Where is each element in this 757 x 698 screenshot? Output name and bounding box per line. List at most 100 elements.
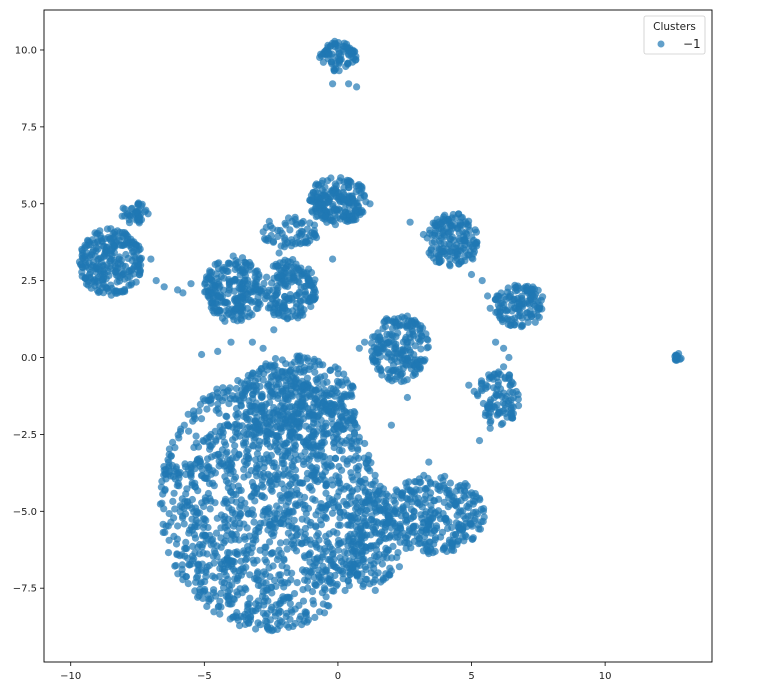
data-point	[361, 517, 369, 525]
data-point	[270, 404, 278, 412]
data-point	[235, 451, 243, 459]
data-point	[228, 530, 236, 538]
data-point	[321, 545, 329, 553]
data-point	[496, 308, 504, 316]
data-point	[165, 509, 173, 518]
data-point	[248, 338, 256, 346]
data-point	[251, 497, 259, 505]
data-point	[253, 576, 261, 584]
data-point	[334, 370, 342, 378]
data-point	[364, 465, 372, 473]
data-point	[233, 548, 241, 556]
data-point	[248, 372, 256, 380]
data-point	[361, 338, 369, 346]
data-point	[211, 574, 219, 582]
data-point	[327, 384, 335, 393]
data-point	[292, 260, 300, 268]
data-point	[235, 524, 243, 532]
data-point	[320, 407, 328, 416]
data-point	[300, 368, 308, 376]
data-point	[207, 453, 216, 461]
data-point	[354, 471, 362, 479]
x-axis: −10 −5 0 5 10	[60, 662, 611, 682]
data-point	[283, 609, 291, 617]
data-point	[215, 409, 223, 417]
data-point	[256, 621, 265, 629]
data-point	[469, 497, 477, 505]
data-point	[392, 344, 400, 353]
data-point	[387, 356, 395, 364]
data-point	[381, 523, 389, 531]
data-point	[247, 613, 255, 621]
data-point	[395, 563, 403, 571]
data-point	[291, 215, 299, 224]
data-point	[206, 505, 214, 513]
data-point	[308, 486, 316, 494]
data-point	[198, 543, 206, 551]
data-point	[279, 511, 287, 519]
data-point	[345, 493, 353, 501]
data-point	[328, 587, 336, 595]
data-point	[195, 407, 203, 415]
data-point	[269, 549, 277, 557]
data-point	[228, 423, 236, 431]
data-point	[321, 212, 329, 220]
data-point	[283, 262, 291, 270]
data-point	[511, 314, 519, 322]
data-point	[377, 578, 385, 586]
data-point	[371, 477, 379, 485]
data-point	[255, 370, 263, 378]
data-point	[223, 448, 231, 456]
data-point	[335, 463, 343, 471]
data-point	[231, 442, 239, 450]
data-point	[470, 248, 478, 256]
data-point	[292, 383, 300, 391]
data-point	[323, 378, 331, 386]
data-point	[429, 219, 437, 227]
data-point	[318, 179, 326, 187]
data-point	[327, 561, 335, 570]
data-point	[203, 469, 211, 477]
data-point	[466, 520, 474, 528]
data-point	[314, 189, 322, 197]
data-point	[235, 310, 243, 319]
data-point	[427, 529, 435, 537]
data-point	[285, 472, 293, 480]
data-point	[237, 557, 245, 565]
data-point	[341, 439, 349, 447]
data-point	[365, 504, 374, 513]
data-point	[307, 197, 315, 205]
data-point	[336, 566, 344, 574]
data-point	[366, 200, 374, 208]
data-point	[313, 555, 321, 563]
data-point	[356, 477, 364, 485]
data-point	[191, 483, 199, 491]
data-point	[446, 248, 454, 256]
data-point	[330, 438, 338, 446]
data-point	[372, 553, 381, 561]
data-point	[469, 255, 477, 263]
data-point	[330, 425, 338, 434]
data-point	[79, 263, 87, 272]
data-point	[192, 432, 200, 440]
data-point	[359, 483, 367, 492]
data-point	[286, 377, 294, 385]
data-point	[191, 587, 199, 595]
data-point	[302, 422, 310, 430]
data-point	[177, 425, 185, 433]
data-point	[216, 282, 224, 290]
data-point	[175, 474, 183, 482]
data-point	[256, 519, 265, 527]
data-point	[205, 561, 213, 570]
data-point	[207, 497, 215, 505]
data-point	[427, 245, 435, 253]
data-point	[278, 480, 286, 488]
data-point	[446, 255, 454, 263]
data-point	[263, 427, 271, 435]
data-point	[322, 422, 330, 430]
y-tick-label: 7.5	[21, 122, 37, 133]
data-point	[271, 509, 279, 517]
data-point	[265, 479, 273, 487]
y-tick-label: −7.5	[13, 584, 37, 595]
data-point	[539, 293, 547, 301]
